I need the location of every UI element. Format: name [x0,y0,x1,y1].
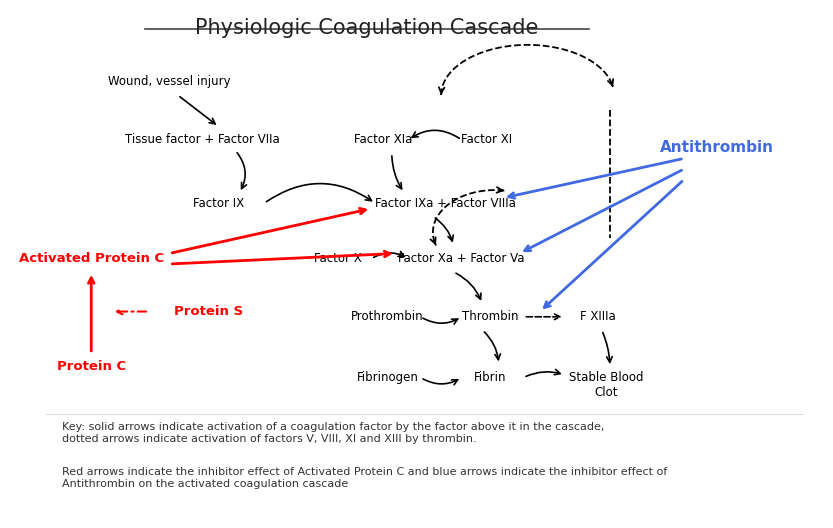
Text: Activated Protein C: Activated Protein C [18,252,164,265]
Text: Stable Blood
Clot: Stable Blood Clot [569,371,643,400]
Text: Factor X: Factor X [314,252,362,265]
Text: Wound, vessel injury: Wound, vessel injury [108,76,231,88]
Text: Factor XI: Factor XI [461,134,512,146]
Text: Factor Xa + Factor Va: Factor Xa + Factor Va [398,252,525,265]
Text: Fibrinogen: Fibrinogen [357,371,418,384]
Text: Protein S: Protein S [173,305,242,318]
Text: Tissue factor + Factor VIIa: Tissue factor + Factor VIIa [125,134,280,146]
Text: Antithrombin: Antithrombin [660,140,774,155]
Text: F XIIIa: F XIIIa [580,310,616,323]
Text: Key: solid arrows indicate activation of a coagulation factor by the factor abov: Key: solid arrows indicate activation of… [62,422,605,444]
Text: Red arrows indicate the inhibitor effect of Activated Protein C and blue arrows : Red arrows indicate the inhibitor effect… [62,467,668,489]
Text: Thrombin: Thrombin [462,310,519,323]
Text: Physiologic Coagulation Cascade: Physiologic Coagulation Cascade [196,18,539,39]
Text: Protein C: Protein C [57,361,126,373]
Text: Factor IX: Factor IX [193,197,244,210]
Text: Fibrin: Fibrin [474,371,506,384]
Text: Factor XIa: Factor XIa [354,134,412,146]
Text: Factor IXa + Factor VIIIa: Factor IXa + Factor VIIIa [375,197,516,210]
Text: Prothrombin: Prothrombin [352,310,424,323]
